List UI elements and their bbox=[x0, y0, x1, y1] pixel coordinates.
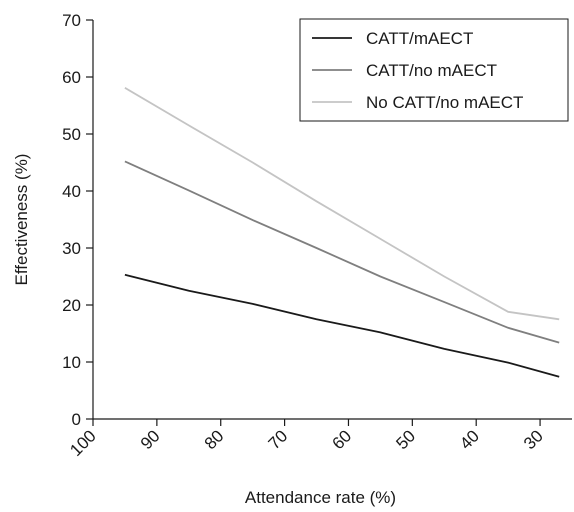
y-tick-label: 40 bbox=[62, 182, 81, 201]
x-axis-title: Attendance rate (%) bbox=[245, 488, 396, 507]
y-tick-label: 60 bbox=[62, 68, 81, 87]
x-tick-label: 80 bbox=[201, 426, 228, 453]
legend-label-2: CATT/no mAECT bbox=[366, 61, 497, 80]
y-tick-label: 10 bbox=[62, 353, 81, 372]
legend: CATT/mAECT CATT/no mAECT No CATT/no mAECT bbox=[299, 18, 569, 122]
y-tick-label: 50 bbox=[62, 125, 81, 144]
x-tick-label: 40 bbox=[456, 426, 483, 453]
legend-label-1: CATT/mAECT bbox=[366, 29, 473, 48]
legend-label-3: No CATT/no mAECT bbox=[366, 93, 523, 112]
y-tick-label: 0 bbox=[72, 410, 81, 429]
series-line-2 bbox=[124, 160, 560, 344]
y-axis-title: Effectiveness (%) bbox=[12, 154, 31, 286]
x-tick-label: 60 bbox=[328, 426, 355, 453]
x-tick-label: 90 bbox=[137, 426, 164, 453]
y-tick-label: 20 bbox=[62, 296, 81, 315]
series-line-1 bbox=[124, 273, 560, 378]
tick-marks bbox=[86, 19, 541, 426]
series-line-3 bbox=[124, 87, 560, 321]
x-tick-label: 50 bbox=[392, 426, 419, 453]
y-tick-label: 70 bbox=[62, 11, 81, 30]
x-tick-label: 30 bbox=[520, 426, 547, 453]
x-tick-label: 100 bbox=[66, 426, 99, 459]
y-tick-label: 30 bbox=[62, 239, 81, 258]
axes bbox=[92, 20, 572, 420]
x-tick-label: 70 bbox=[265, 426, 292, 453]
series-lines bbox=[124, 87, 560, 378]
